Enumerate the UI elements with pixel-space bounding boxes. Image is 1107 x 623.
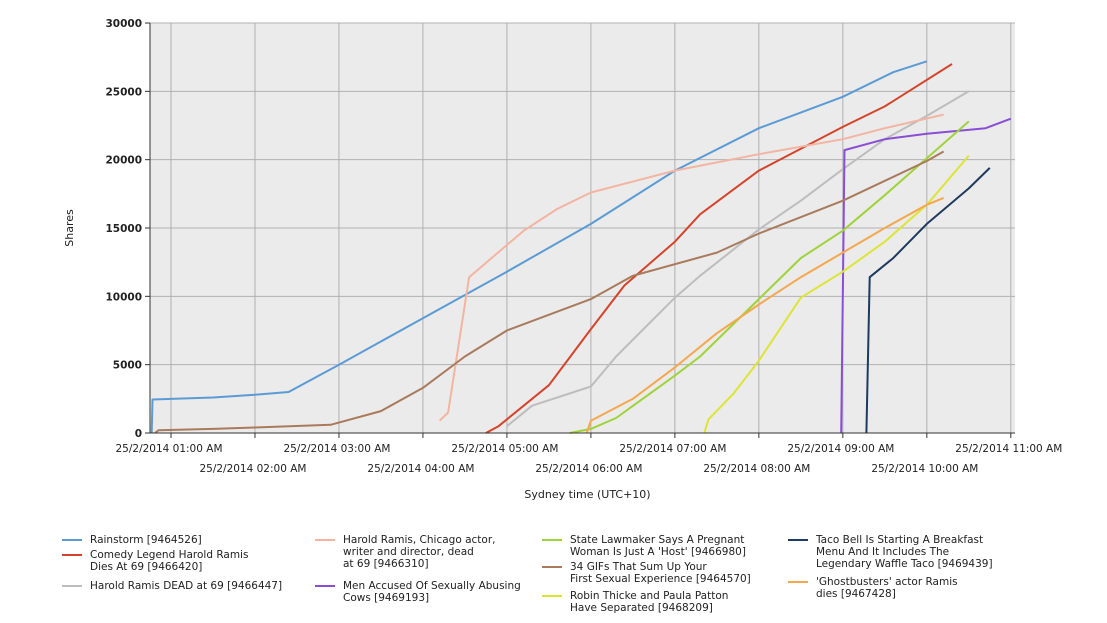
y-tick-label: 25000 <box>105 86 142 98</box>
x-tick-label: 25/2/2014 08:00 AM <box>703 463 810 475</box>
x-tick-label: 25/2/2014 10:00 AM <box>871 463 978 475</box>
legend-swatch <box>788 539 808 541</box>
legend-label: Robin Thicke and Paula Patton Have Separ… <box>570 590 729 614</box>
legend-swatch <box>542 595 562 597</box>
legend: Rainstorm [9464526] Comedy Legend Harold … <box>62 534 1102 620</box>
y-tick-label: 10000 <box>105 291 142 303</box>
series-line-5 <box>569 120 970 434</box>
legend-item[interactable]: 34 GIFs That Sum Up Your First Sexual Ex… <box>542 561 751 585</box>
series-line-6 <box>154 150 945 434</box>
legend-swatch <box>788 581 808 583</box>
series-line-9 <box>585 196 944 434</box>
legend-label: Taco Bell Is Starting A Breakfast Menu A… <box>816 534 993 570</box>
series-line-3 <box>439 113 944 422</box>
legend-item[interactable]: Harold Ramis DEAD at 69 [9466447] <box>62 580 282 592</box>
y-tick-label: 30000 <box>105 18 142 30</box>
legend-item[interactable]: 'Ghostbusters' actor Ramis dies [9467428… <box>788 576 958 600</box>
legend-label: Comedy Legend Harold Ramis Dies At 69 [9… <box>90 549 249 573</box>
x-tick-label: 25/2/2014 01:00 AM <box>115 443 222 455</box>
legend-item[interactable]: Taco Bell Is Starting A Breakfast Menu A… <box>788 534 993 570</box>
legend-swatch <box>315 539 335 541</box>
legend-label: State Lawmaker Says A Pregnant Woman Is … <box>570 534 746 558</box>
series-line-8 <box>865 167 991 434</box>
axes: 0 5000 10000 15000 20000 25000 30000 25/2/2014 … <box>105 18 1062 475</box>
x-tick-label: 25/2/2014 06:00 AM <box>535 463 642 475</box>
legend-swatch <box>542 566 562 568</box>
y-tick-label: 0 <box>135 428 142 440</box>
x-tick-label: 25/2/2014 07:00 AM <box>619 443 726 455</box>
x-tick-label: 25/2/2014 02:00 AM <box>199 463 306 475</box>
y-axis-label: Shares <box>63 209 76 247</box>
legend-label: Harold Ramis DEAD at 69 [9466447] <box>90 580 283 592</box>
legend-item[interactable]: Harold Ramis, Chicago actor, writer and … <box>315 534 496 570</box>
legend-item[interactable]: State Lawmaker Says A Pregnant Woman Is … <box>542 534 746 558</box>
x-tick-label: 25/2/2014 03:00 AM <box>283 443 390 455</box>
legend-item[interactable]: Robin Thicke and Paula Patton Have Separ… <box>542 590 728 614</box>
x-tick-label: 25/2/2014 09:00 AM <box>787 443 894 455</box>
legend-item[interactable]: Men Accused Of Sexually Abusing Cows [94… <box>315 580 521 604</box>
legend-label: Rainstorm [9464526] <box>90 534 202 546</box>
y-tick-label: 5000 <box>113 360 142 372</box>
series-line-2 <box>506 90 970 427</box>
x-tick-label: 25/2/2014 04:00 AM <box>367 463 474 475</box>
series-lines <box>150 60 1012 434</box>
legend-label: Men Accused Of Sexually Abusing Cows [94… <box>343 580 521 604</box>
legend-swatch <box>315 585 335 587</box>
x-tick-label: 25/2/2014 11:00 AM <box>955 443 1062 455</box>
x-tick-label: 25/2/2014 05:00 AM <box>451 443 558 455</box>
y-tick-label: 20000 <box>105 155 142 167</box>
series-line-1 <box>485 63 953 434</box>
grid <box>150 22 1015 434</box>
series-line-0 <box>150 60 928 434</box>
legend-item[interactable]: Rainstorm [9464526] <box>62 534 202 546</box>
legend-swatch <box>62 539 82 541</box>
series-line-7 <box>703 154 970 434</box>
legend-label: 'Ghostbusters' actor Ramis dies [9467428… <box>816 576 958 600</box>
legend-item[interactable]: Comedy Legend Harold Ramis Dies At 69 [9… <box>62 549 248 573</box>
legend-label: 34 GIFs That Sum Up Your First Sexual Ex… <box>570 561 751 585</box>
legend-label: Harold Ramis, Chicago actor, writer and … <box>343 534 496 570</box>
legend-swatch <box>62 585 82 587</box>
x-axis-label: Sydney time (UTC+10) <box>524 488 650 501</box>
legend-swatch <box>542 539 562 541</box>
legend-swatch <box>62 554 82 556</box>
series-line-4 <box>840 117 1012 434</box>
y-tick-label: 15000 <box>105 223 142 235</box>
